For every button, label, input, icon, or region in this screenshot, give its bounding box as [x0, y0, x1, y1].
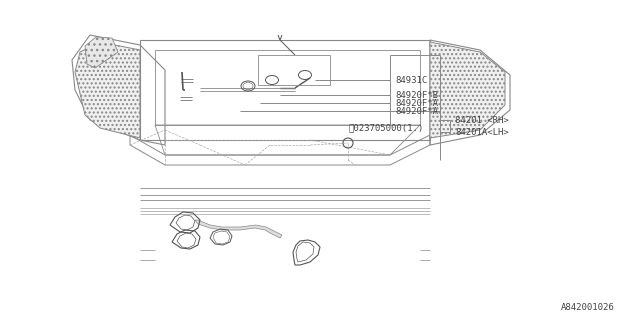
- Polygon shape: [195, 220, 282, 238]
- Text: A842001026: A842001026: [561, 303, 615, 313]
- Text: 84920F*A: 84920F*A: [395, 107, 438, 116]
- Polygon shape: [85, 37, 118, 68]
- Text: 84920F*B: 84920F*B: [395, 91, 438, 100]
- Text: 84920F*A: 84920F*A: [395, 99, 438, 108]
- Text: 84201A<LH>: 84201A<LH>: [455, 127, 509, 137]
- Text: 84931C: 84931C: [395, 76, 428, 84]
- Polygon shape: [75, 42, 140, 138]
- Text: Ⓝ023705000(1.): Ⓝ023705000(1.): [348, 124, 423, 132]
- Text: 84201 <RH>: 84201 <RH>: [455, 116, 509, 124]
- Polygon shape: [430, 42, 505, 138]
